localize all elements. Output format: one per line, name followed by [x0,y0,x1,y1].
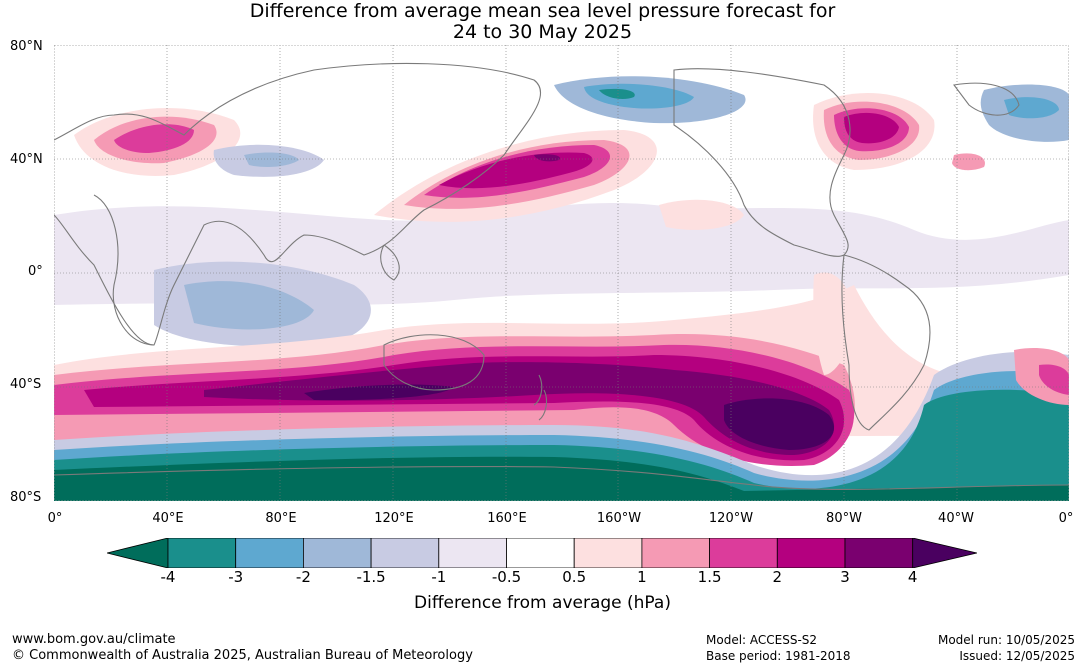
north-pacific-negative-strong [599,88,635,99]
lon-label-80w: 80°W [826,511,862,526]
colorbar-swatch [573,538,643,568]
colorbar-tick-label: 1 [637,568,647,586]
colorbar-tick-label: -1 [431,568,447,586]
east-atlantic-positive [952,153,985,171]
colorbar-swatch [302,538,372,568]
lon-label-80e: 80°E [265,511,297,526]
pressure-anomaly-map [54,45,1069,501]
north-america-strong [844,112,899,144]
lon-label-0-west: 0° [47,511,63,526]
colorbar-tick-label: 3 [840,568,850,586]
lon-label-0-east: 0° [1058,511,1074,526]
colorbar [107,538,977,568]
lat-label-80s: 80°S [10,490,42,505]
map-title-line2: 24 to 30 May 2025 [452,21,633,43]
lat-label-0: 0° [28,264,43,279]
lon-label-160w: 160°W [596,511,642,526]
map-title-line1: Difference from average mean sea level p… [249,0,836,22]
colorbar-swatch [370,538,440,568]
footer-base-period: Base period: 1981-2018 [706,649,851,663]
colorbar-swatch [506,538,575,568]
south-atlantic-positive-core [1039,364,1069,395]
lon-label-40e: 40°E [152,511,184,526]
colorbar-tick-label: -1.5 [356,568,386,586]
colorbar-tick-label: 4 [907,568,918,586]
colorbar-tick-label: -3 [228,568,244,586]
colorbar-tick-label: 2 [772,568,783,586]
graticule [54,45,1069,501]
lon-label-40w: 40°W [938,511,974,526]
europe-positive-mid [114,124,194,153]
colorbar-tick-label: 0.5 [562,568,587,586]
colorbar-swatch [844,538,914,568]
lon-label-120w: 120°W [708,511,754,526]
colorbar-label: Difference from average (hPa) [414,593,671,613]
colorbar-tick-label: -4 [160,568,176,586]
coastlines [54,62,1069,490]
north-pacific-strong [439,152,593,189]
north-pacific-core [534,154,560,162]
colorbar-tick-label: 1.5 [697,568,722,586]
indian-ocean-negative-core [184,281,314,330]
lon-label-120e: 120°E [374,511,414,526]
colorbar-swatch [167,538,237,568]
south-america-positive [813,272,854,375]
footer-model: Model: ACCESS-S2 [706,633,818,647]
indian-ocean-core [304,384,454,401]
colorbar-tick-label: -2 [295,568,311,586]
colorbar-overflow-arrow [912,538,977,568]
footer-url: www.bom.gov.au/climate [12,632,176,647]
lat-label-80n: 80°N [10,39,43,54]
colorbar-swatch [438,538,507,568]
lat-label-40n: 40°N [10,152,43,167]
footer-copyright: © Commonwealth of Australia 2025, Austra… [12,648,473,663]
lon-label-160e: 160°E [487,511,527,526]
footer-issued: Issued: 12/05/2025 [959,649,1075,663]
lat-label-40s: 40°S [10,377,42,392]
colorbar-swatch [641,538,711,568]
asia-negative-core [244,152,299,168]
east-pacific-positive [659,199,744,230]
colorbar-swatch [235,538,304,568]
colorbar-tick-label: -0.5 [491,568,522,586]
southern-pacific-core [724,398,835,450]
footer-model-run: Model run: 10/05/2025 [937,633,1075,647]
colorbar-underflow-arrow [107,538,169,568]
colorbar-swatch [709,538,778,568]
southern-band-darker [204,362,835,455]
colorbar-swatch [776,538,846,568]
